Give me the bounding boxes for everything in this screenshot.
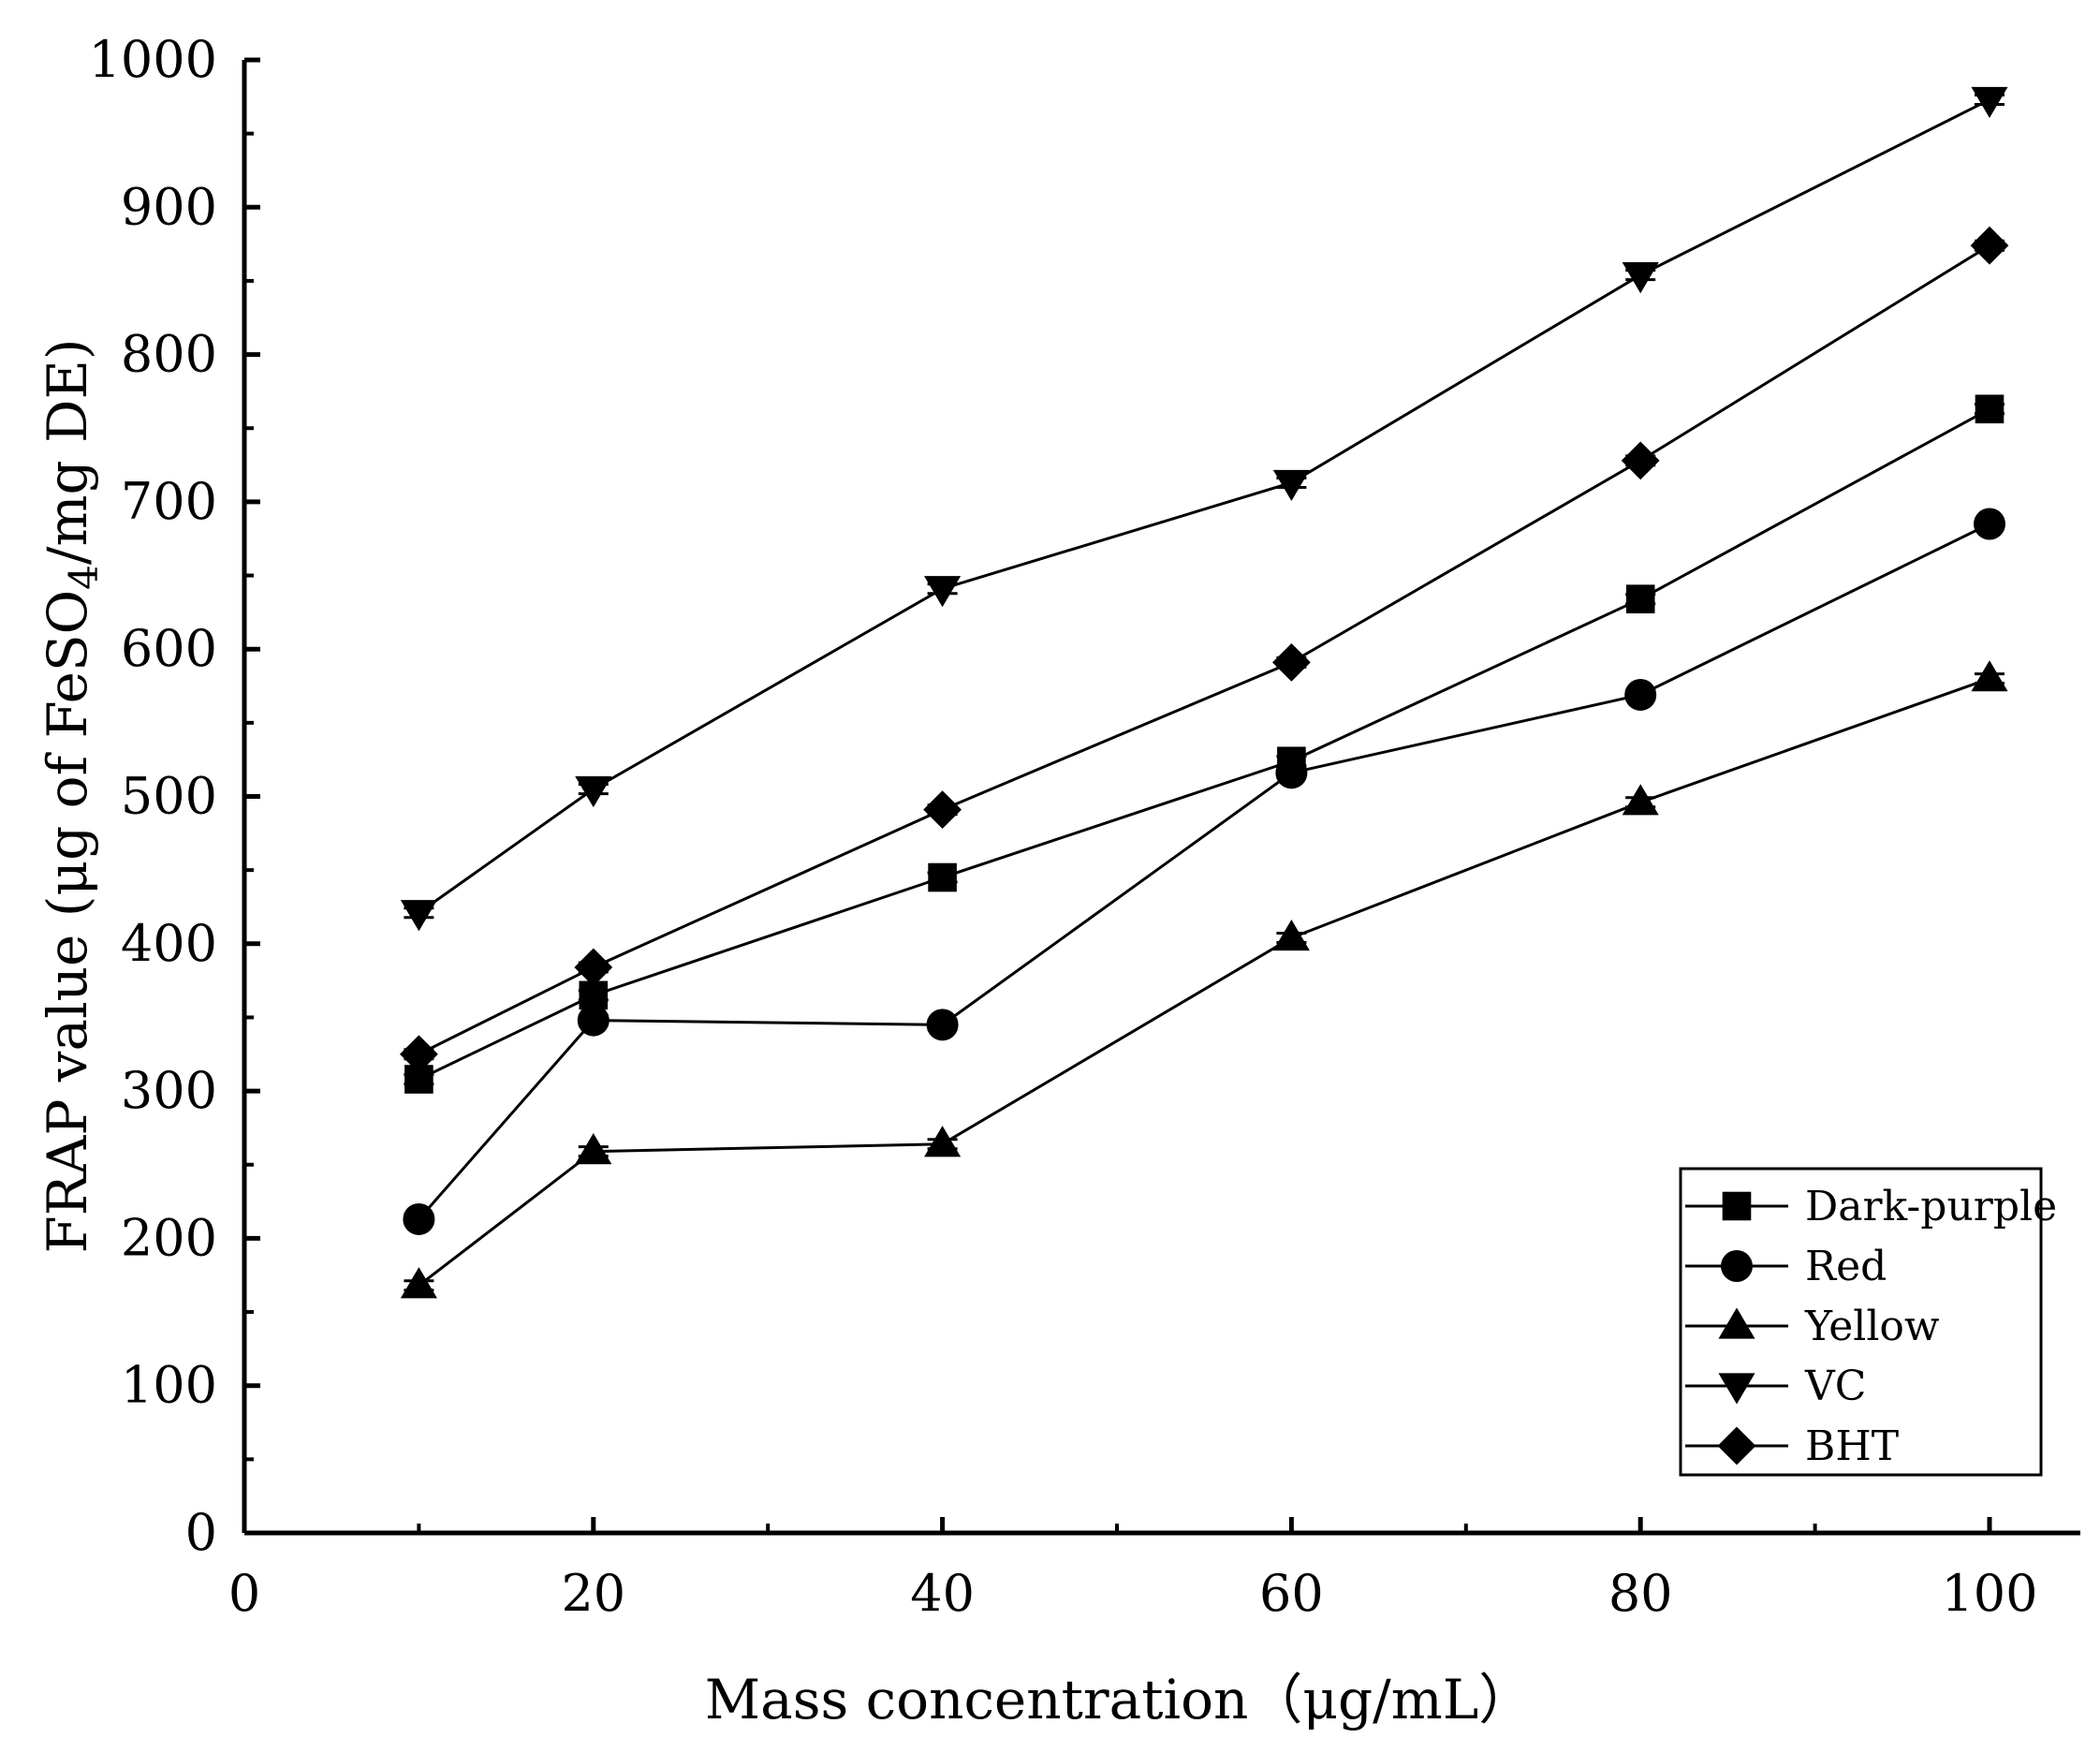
- series-line: [418, 677, 1990, 1287]
- y-axis-title-main: FRAP value (μg of FeSO: [36, 590, 99, 1254]
- data-point: [403, 1202, 435, 1235]
- data-point: [575, 776, 612, 808]
- data-point: [1970, 226, 2009, 265]
- legend-marker: [1718, 1373, 1755, 1405]
- legend-marker: [1718, 1307, 1755, 1339]
- y-tick-label: 800: [121, 325, 217, 384]
- legend-label: Red: [1805, 1243, 1887, 1290]
- data-point: [924, 576, 962, 608]
- y-tick-label: 500: [121, 767, 217, 826]
- legend-marker: [1717, 1426, 1756, 1466]
- x-tick-label: 100: [1941, 1564, 2037, 1623]
- series-red: [403, 508, 2005, 1235]
- legend-entry: Red: [1685, 1243, 1887, 1290]
- series-line: [418, 243, 1990, 1056]
- data-point: [1971, 86, 2008, 119]
- data-point: [1622, 784, 1659, 816]
- data-point: [1622, 262, 1659, 294]
- series-vc: [400, 86, 2008, 932]
- y-tick-label: 100: [121, 1356, 217, 1415]
- data-point: [1272, 469, 1310, 502]
- data-point: [924, 1126, 962, 1157]
- data-point: [400, 1035, 438, 1074]
- data-point: [577, 1004, 609, 1037]
- data-point: [400, 1267, 437, 1299]
- data-point: [1625, 584, 1655, 614]
- series-yellow: [400, 660, 2008, 1299]
- data-point: [574, 948, 613, 987]
- y-tick-label: 400: [121, 914, 217, 973]
- data-point: [1974, 508, 2005, 540]
- legend-label: Yellow: [1804, 1303, 1940, 1350]
- data-point: [1272, 642, 1311, 682]
- x-tick-label: 0: [228, 1564, 260, 1623]
- legend-entry: Dark-purple: [1685, 1183, 2057, 1230]
- series-line: [418, 98, 1990, 914]
- y-tick-label: 900: [121, 177, 217, 236]
- series-layer: [400, 86, 2009, 1299]
- series-bht: [400, 226, 2009, 1074]
- x-tick-label: 40: [910, 1564, 975, 1623]
- y-axis-title-tail: /mg DE): [36, 339, 99, 566]
- data-point: [1621, 441, 1660, 480]
- legend-label: VC: [1804, 1363, 1866, 1410]
- legend-entry: BHT: [1685, 1422, 1899, 1470]
- data-point: [1272, 919, 1310, 951]
- data-point: [1624, 678, 1657, 711]
- y-axis-title-subscript: 4: [61, 565, 107, 590]
- legend-entry: VC: [1685, 1363, 1866, 1410]
- y-tick-label: 600: [121, 619, 217, 678]
- data-point: [923, 790, 962, 830]
- tick-labels: 0 100 200 300 400 500 600 700 800 900 1000 0 20 40 60 8…: [89, 30, 2038, 1623]
- data-point: [928, 862, 957, 892]
- y-axis-title: FRAP value (μg of FeSO4/mg DE): [36, 339, 107, 1254]
- data-point: [926, 1009, 959, 1041]
- axes: [242, 60, 2080, 1536]
- y-tick-label: 0: [185, 1503, 217, 1562]
- data-point: [1971, 660, 2008, 692]
- legend-marker: [1722, 1191, 1752, 1221]
- x-tick-label: 80: [1608, 1564, 1673, 1623]
- y-tick-label: 200: [121, 1208, 217, 1267]
- legend-marker: [1721, 1250, 1753, 1282]
- x-tick-label: 60: [1259, 1564, 1324, 1623]
- data-point: [400, 900, 437, 932]
- legend-label: Dark-purple: [1805, 1183, 2057, 1230]
- data-point: [575, 1133, 612, 1165]
- legend: Dark-purple Red Yellow VC BHT: [1679, 1167, 2057, 1477]
- y-tick-label: 700: [121, 472, 217, 531]
- data-point: [1275, 757, 1308, 789]
- x-tick-label: 20: [561, 1564, 625, 1623]
- series-line: [418, 523, 1990, 1220]
- y-tick-label: 1000: [89, 30, 217, 89]
- legend-label: BHT: [1805, 1422, 1899, 1470]
- x-axis-title: Mass concentration（μg/mL）: [705, 1668, 1533, 1731]
- data-point: [1975, 394, 2005, 424]
- y-tick-label: 300: [121, 1061, 217, 1120]
- series-line: [418, 407, 1990, 1081]
- legend-entry: Yellow: [1685, 1303, 1940, 1350]
